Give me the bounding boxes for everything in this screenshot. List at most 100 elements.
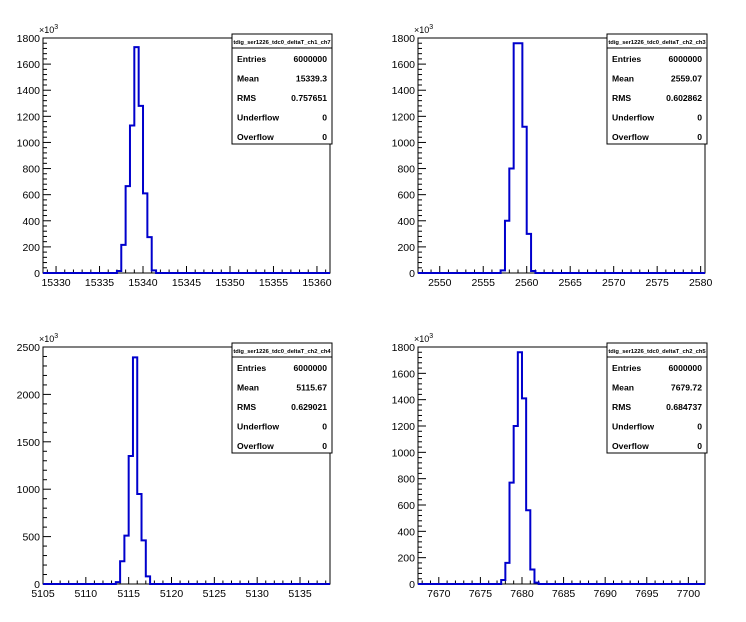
stats-value: 15339.3 [296,74,327,84]
y-tick-label: 1000 [392,137,416,149]
y-tick-label: 1000 [17,484,41,496]
stats-value: 0 [697,422,702,432]
y-tick-label: 200 [397,553,415,565]
stats-value: 2559.07 [671,74,702,84]
y-tick-label: 1400 [392,395,416,407]
x-tick-label: 5135 [288,588,312,600]
x-tick-label: 7700 [677,588,701,600]
y-axis-multiplier: ×103 [414,333,433,344]
x-tick-label: 7680 [510,588,534,600]
stats-value: 6000000 [669,363,703,373]
histogram-series-line [43,46,330,274]
x-tick-label: 7695 [635,588,659,600]
y-tick-label: 1200 [17,111,41,123]
x-tick-label: 5120 [160,588,184,600]
x-tick-label: 2580 [689,277,713,289]
y-tick-label: 1600 [392,59,416,71]
y-tick-label: 0 [409,579,415,591]
y-tick-label: 1200 [392,111,416,123]
x-tick-label: 2560 [515,277,539,289]
x-tick-label: 15330 [41,277,70,289]
x-tick-label: 15360 [302,277,331,289]
stats-label: RMS [612,93,631,103]
stats-box-frame [606,342,708,454]
y-tick-label: 500 [22,532,40,544]
stats-label: Overflow [237,441,274,451]
stats-label: Underflow [237,422,279,432]
x-tick-label: 15355 [259,277,288,289]
y-tick-label: 1200 [392,421,416,433]
y-axis-multiplier: ×103 [39,24,58,35]
stats-label: Entries [237,54,266,64]
stats-label: Underflow [612,422,654,432]
y-axis-multiplier: ×103 [39,333,58,344]
y-tick-label: 1000 [392,447,416,459]
x-tick-label: 7675 [469,588,493,600]
y-tick-label: 600 [397,190,415,202]
stats-label: Mean [237,74,259,84]
stats-value: 6000000 [294,54,328,64]
stats-label: Mean [612,74,634,84]
stats-value: 0 [697,132,702,142]
x-tick-label: 5130 [245,588,269,600]
stats-value: 0 [322,422,327,432]
x-tick-label: 15345 [172,277,201,289]
x-tick-label: 15335 [85,277,114,289]
stats-box-frame [231,33,333,145]
stats-value: 0 [697,113,702,123]
stats-box-frame [231,342,333,454]
stats-value: 5115.67 [296,383,327,393]
stats-label: Underflow [612,113,654,123]
y-tick-label: 0 [34,268,40,280]
y-tick-label: 600 [22,190,40,202]
stats-value: 0 [322,132,327,142]
stats-label: Overflow [237,132,274,142]
y-tick-label: 2000 [17,389,41,401]
x-tick-label: 15340 [128,277,157,289]
y-tick-label: 1800 [392,33,416,45]
y-tick-label: 2500 [17,342,41,354]
stats-box: tdig_ser1226_tdc0_deltaT_ch2_ch3 Entries 6… [606,33,708,145]
y-tick-label: 800 [397,474,415,486]
stats-value: 0 [322,113,327,123]
x-tick-label: 5105 [31,588,55,600]
stats-value: 0.757651 [291,93,327,103]
y-tick-label: 0 [409,268,415,280]
stats-value: 0 [697,441,702,451]
y-tick-label: 400 [22,216,40,228]
x-tick-label: 5125 [203,588,227,600]
histogram-series-line [418,351,705,585]
x-tick-label: 2575 [645,277,669,289]
x-tick-label: 7670 [427,588,451,600]
stats-label: Entries [612,363,641,373]
histogram-panel-2: 2550 2555 2560 2565 2570 2575 2580 0 200 400 600 80… [392,24,713,289]
histogram-panel-1: 15330 15335 15340 15345 15350 15355 15360 0 200 4… [17,24,333,289]
stats-label: Mean [612,383,634,393]
y-tick-label: 1800 [392,342,416,354]
x-tick-label: 7685 [552,588,576,600]
stats-label: RMS [237,402,256,412]
y-axis-multiplier: ×103 [414,24,433,35]
stats-title: tdig_ser1226_tdc0_deltaT_ch1_ch7 [233,40,330,46]
stats-title: tdig_ser1226_tdc0_deltaT_ch2_ch3 [608,40,706,46]
stats-title: tdig_ser1226_tdc0_deltaT_ch2_ch4 [233,349,331,355]
stats-value: 6000000 [294,363,328,373]
stats-box-frame [606,33,708,145]
y-tick-label: 0 [34,579,40,591]
stats-title: tdig_ser1226_tdc0_deltaT_ch2_ch5 [608,349,706,355]
stats-value: 0 [322,441,327,451]
y-tick-label: 1000 [17,137,41,149]
stats-box: tdig_ser1226_tdc0_deltaT_ch2_ch4 Entries 6… [231,342,333,454]
stats-label: Entries [237,363,266,373]
stats-value: 7679.72 [671,383,702,393]
stats-label: Mean [237,383,259,393]
x-tick-label: 2565 [559,277,583,289]
y-tick-label: 1400 [17,85,41,97]
x-tick-label: 7690 [593,588,617,600]
y-tick-label: 800 [397,164,415,176]
x-tick-label: 2570 [602,277,626,289]
histogram-panel-4: 7670 7675 7680 7685 7690 7695 7700 0 200 400 600 80… [392,333,708,600]
stats-label: Underflow [237,113,279,123]
stats-value: 0.684737 [666,402,702,412]
